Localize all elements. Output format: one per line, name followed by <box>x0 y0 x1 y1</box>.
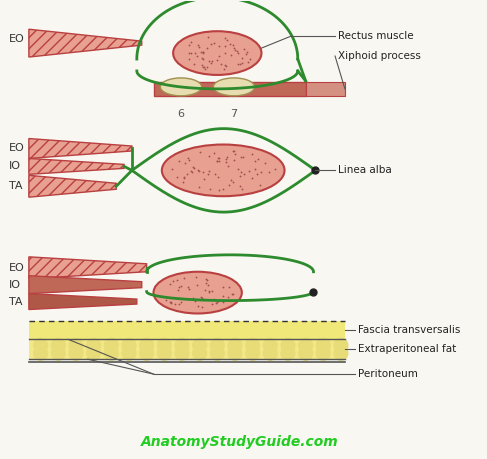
Circle shape <box>122 346 136 360</box>
Circle shape <box>263 338 277 352</box>
Bar <box>29 339 345 359</box>
Circle shape <box>34 338 48 352</box>
Circle shape <box>210 346 224 360</box>
Text: Xiphoid process: Xiphoid process <box>338 51 421 61</box>
Text: Rectus muscle: Rectus muscle <box>338 31 413 41</box>
Circle shape <box>104 338 118 352</box>
Text: TA: TA <box>9 297 23 307</box>
Text: Linea alba: Linea alba <box>338 165 392 175</box>
Text: AnatomyStudyGuide.com: AnatomyStudyGuide.com <box>141 435 339 449</box>
Bar <box>306 82 345 96</box>
Circle shape <box>175 338 189 352</box>
Circle shape <box>52 338 65 352</box>
Text: TA: TA <box>9 181 23 191</box>
Circle shape <box>104 346 118 360</box>
Text: 7: 7 <box>230 109 238 119</box>
Bar <box>153 82 306 96</box>
Circle shape <box>246 338 260 352</box>
Circle shape <box>140 338 153 352</box>
Circle shape <box>69 338 83 352</box>
Circle shape <box>210 338 224 352</box>
Circle shape <box>34 346 48 360</box>
Text: IO: IO <box>9 162 21 171</box>
Text: EO: EO <box>9 34 25 44</box>
Circle shape <box>263 346 277 360</box>
Circle shape <box>281 338 295 352</box>
Circle shape <box>299 338 313 352</box>
Text: EO: EO <box>9 263 25 273</box>
Circle shape <box>334 338 348 352</box>
Circle shape <box>193 338 206 352</box>
Ellipse shape <box>160 78 202 96</box>
Polygon shape <box>29 257 147 279</box>
Text: Peritoneum: Peritoneum <box>357 369 417 379</box>
Circle shape <box>87 338 100 352</box>
Ellipse shape <box>153 272 242 313</box>
Ellipse shape <box>213 78 255 96</box>
Text: Fascia transversalis: Fascia transversalis <box>357 325 460 336</box>
Circle shape <box>228 346 242 360</box>
Bar <box>29 321 345 339</box>
Circle shape <box>69 346 83 360</box>
Circle shape <box>317 338 330 352</box>
Circle shape <box>334 346 348 360</box>
Circle shape <box>52 346 65 360</box>
Ellipse shape <box>162 145 284 196</box>
Polygon shape <box>29 276 142 294</box>
Text: Extraperitoneal fat: Extraperitoneal fat <box>357 344 456 354</box>
Polygon shape <box>29 29 142 57</box>
Text: IO: IO <box>9 280 21 290</box>
Circle shape <box>140 346 153 360</box>
Circle shape <box>157 338 171 352</box>
Circle shape <box>299 346 313 360</box>
Polygon shape <box>29 175 116 197</box>
Circle shape <box>193 346 206 360</box>
Text: EO: EO <box>9 144 25 153</box>
Polygon shape <box>29 158 124 174</box>
Circle shape <box>122 338 136 352</box>
Text: 6: 6 <box>177 109 185 119</box>
Circle shape <box>228 338 242 352</box>
Circle shape <box>281 346 295 360</box>
Circle shape <box>175 346 189 360</box>
Ellipse shape <box>173 31 262 75</box>
Circle shape <box>157 346 171 360</box>
Circle shape <box>317 346 330 360</box>
Polygon shape <box>29 294 137 309</box>
Circle shape <box>87 346 100 360</box>
Polygon shape <box>29 139 132 158</box>
Circle shape <box>246 346 260 360</box>
